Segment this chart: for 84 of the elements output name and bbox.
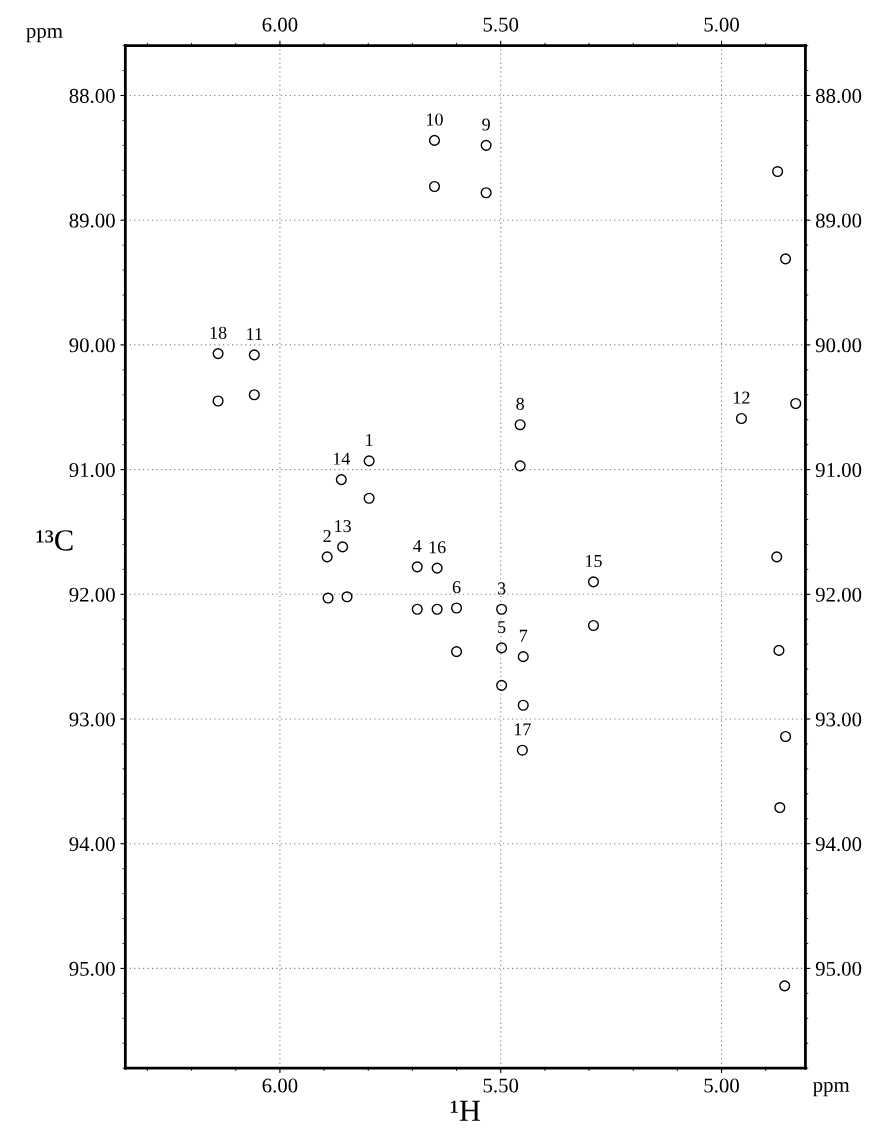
point <box>587 576 600 588</box>
point <box>212 348 224 360</box>
point <box>517 651 529 663</box>
annotation: 5 <box>498 621 506 634</box>
annotation: 18 <box>210 326 227 339</box>
point <box>480 187 492 199</box>
point <box>341 591 353 603</box>
point <box>773 644 785 656</box>
annotation: 14 <box>333 452 351 465</box>
point <box>780 253 792 265</box>
point <box>411 603 423 615</box>
y2-tick-label: 88.00 <box>815 88 862 104</box>
point <box>496 679 508 691</box>
point <box>428 180 441 193</box>
text: ppm <box>813 1081 850 1097</box>
point <box>496 642 508 654</box>
y-tick-label: 93.00 <box>69 712 115 727</box>
point <box>790 397 802 410</box>
point <box>779 980 791 992</box>
annotation: 10 <box>427 113 443 126</box>
y2-tick-label: 94.00 <box>815 837 862 852</box>
y2-tick-label: 93.00 <box>815 712 862 727</box>
x2-tick-label: 5.50 <box>483 17 519 32</box>
annotation: 9 <box>482 118 490 131</box>
annotation: 11 <box>247 327 262 340</box>
y-tick-label: 95.00 <box>69 961 115 976</box>
point <box>335 474 347 486</box>
point <box>248 349 260 361</box>
y2-tick-label: 95.00 <box>815 961 862 976</box>
annotation: 16 <box>429 541 446 554</box>
point <box>514 419 526 431</box>
point <box>212 395 224 407</box>
x2-tick-label: 5.00 <box>704 17 739 32</box>
point <box>587 619 600 632</box>
y2-tick-label: 91.00 <box>815 462 862 478</box>
point <box>514 460 526 472</box>
y-tick-label: 94.00 <box>69 837 115 852</box>
annotation: 3 <box>497 582 506 595</box>
point <box>735 412 747 425</box>
annotation: 1 <box>366 433 373 446</box>
point <box>248 389 260 401</box>
y2-tick-label: 90.00 <box>815 338 862 353</box>
annotation: 4 <box>413 540 422 552</box>
point <box>516 744 528 756</box>
annotation: 7 <box>519 629 528 642</box>
y-tick-label: 88.00 <box>69 88 115 104</box>
x-tick-label: 5.00 <box>704 1078 739 1093</box>
x2-tick-label: 6.00 <box>262 17 298 32</box>
annotation: 2 <box>323 529 331 542</box>
point <box>321 551 333 563</box>
annotation: 8 <box>516 397 524 410</box>
point <box>411 561 423 573</box>
y2-tick-label: 92.00 <box>815 587 862 602</box>
point <box>363 455 375 467</box>
x-axis-title: ¹H <box>450 1100 481 1121</box>
point <box>772 165 784 178</box>
x-tick-label: 6.00 <box>262 1078 298 1093</box>
annotation: 6 <box>452 581 461 594</box>
annotation: 15 <box>586 554 602 568</box>
point <box>517 699 529 711</box>
y-axis-title: ¹³C <box>36 530 73 551</box>
point <box>480 139 492 151</box>
point <box>431 562 443 574</box>
point <box>428 134 441 146</box>
text: ppm <box>26 27 63 43</box>
y-tick-label: 91.00 <box>69 462 115 478</box>
x-tick-label: 5.50 <box>483 1078 519 1093</box>
y-tick-label: 89.00 <box>69 213 115 228</box>
y2-tick-label: 89.00 <box>815 213 862 228</box>
annotation: 12 <box>733 391 750 404</box>
point <box>451 602 463 614</box>
annotation: 13 <box>335 520 351 533</box>
point <box>780 730 792 743</box>
point <box>363 492 375 504</box>
point <box>451 646 463 658</box>
annotation: 17 <box>514 723 531 736</box>
point <box>774 801 786 814</box>
point <box>771 551 783 563</box>
y-tick-label: 92.00 <box>69 587 115 602</box>
y-tick-label: 90.00 <box>69 338 115 353</box>
point <box>431 603 443 615</box>
point <box>496 603 508 615</box>
point <box>337 541 349 553</box>
point <box>322 592 334 604</box>
